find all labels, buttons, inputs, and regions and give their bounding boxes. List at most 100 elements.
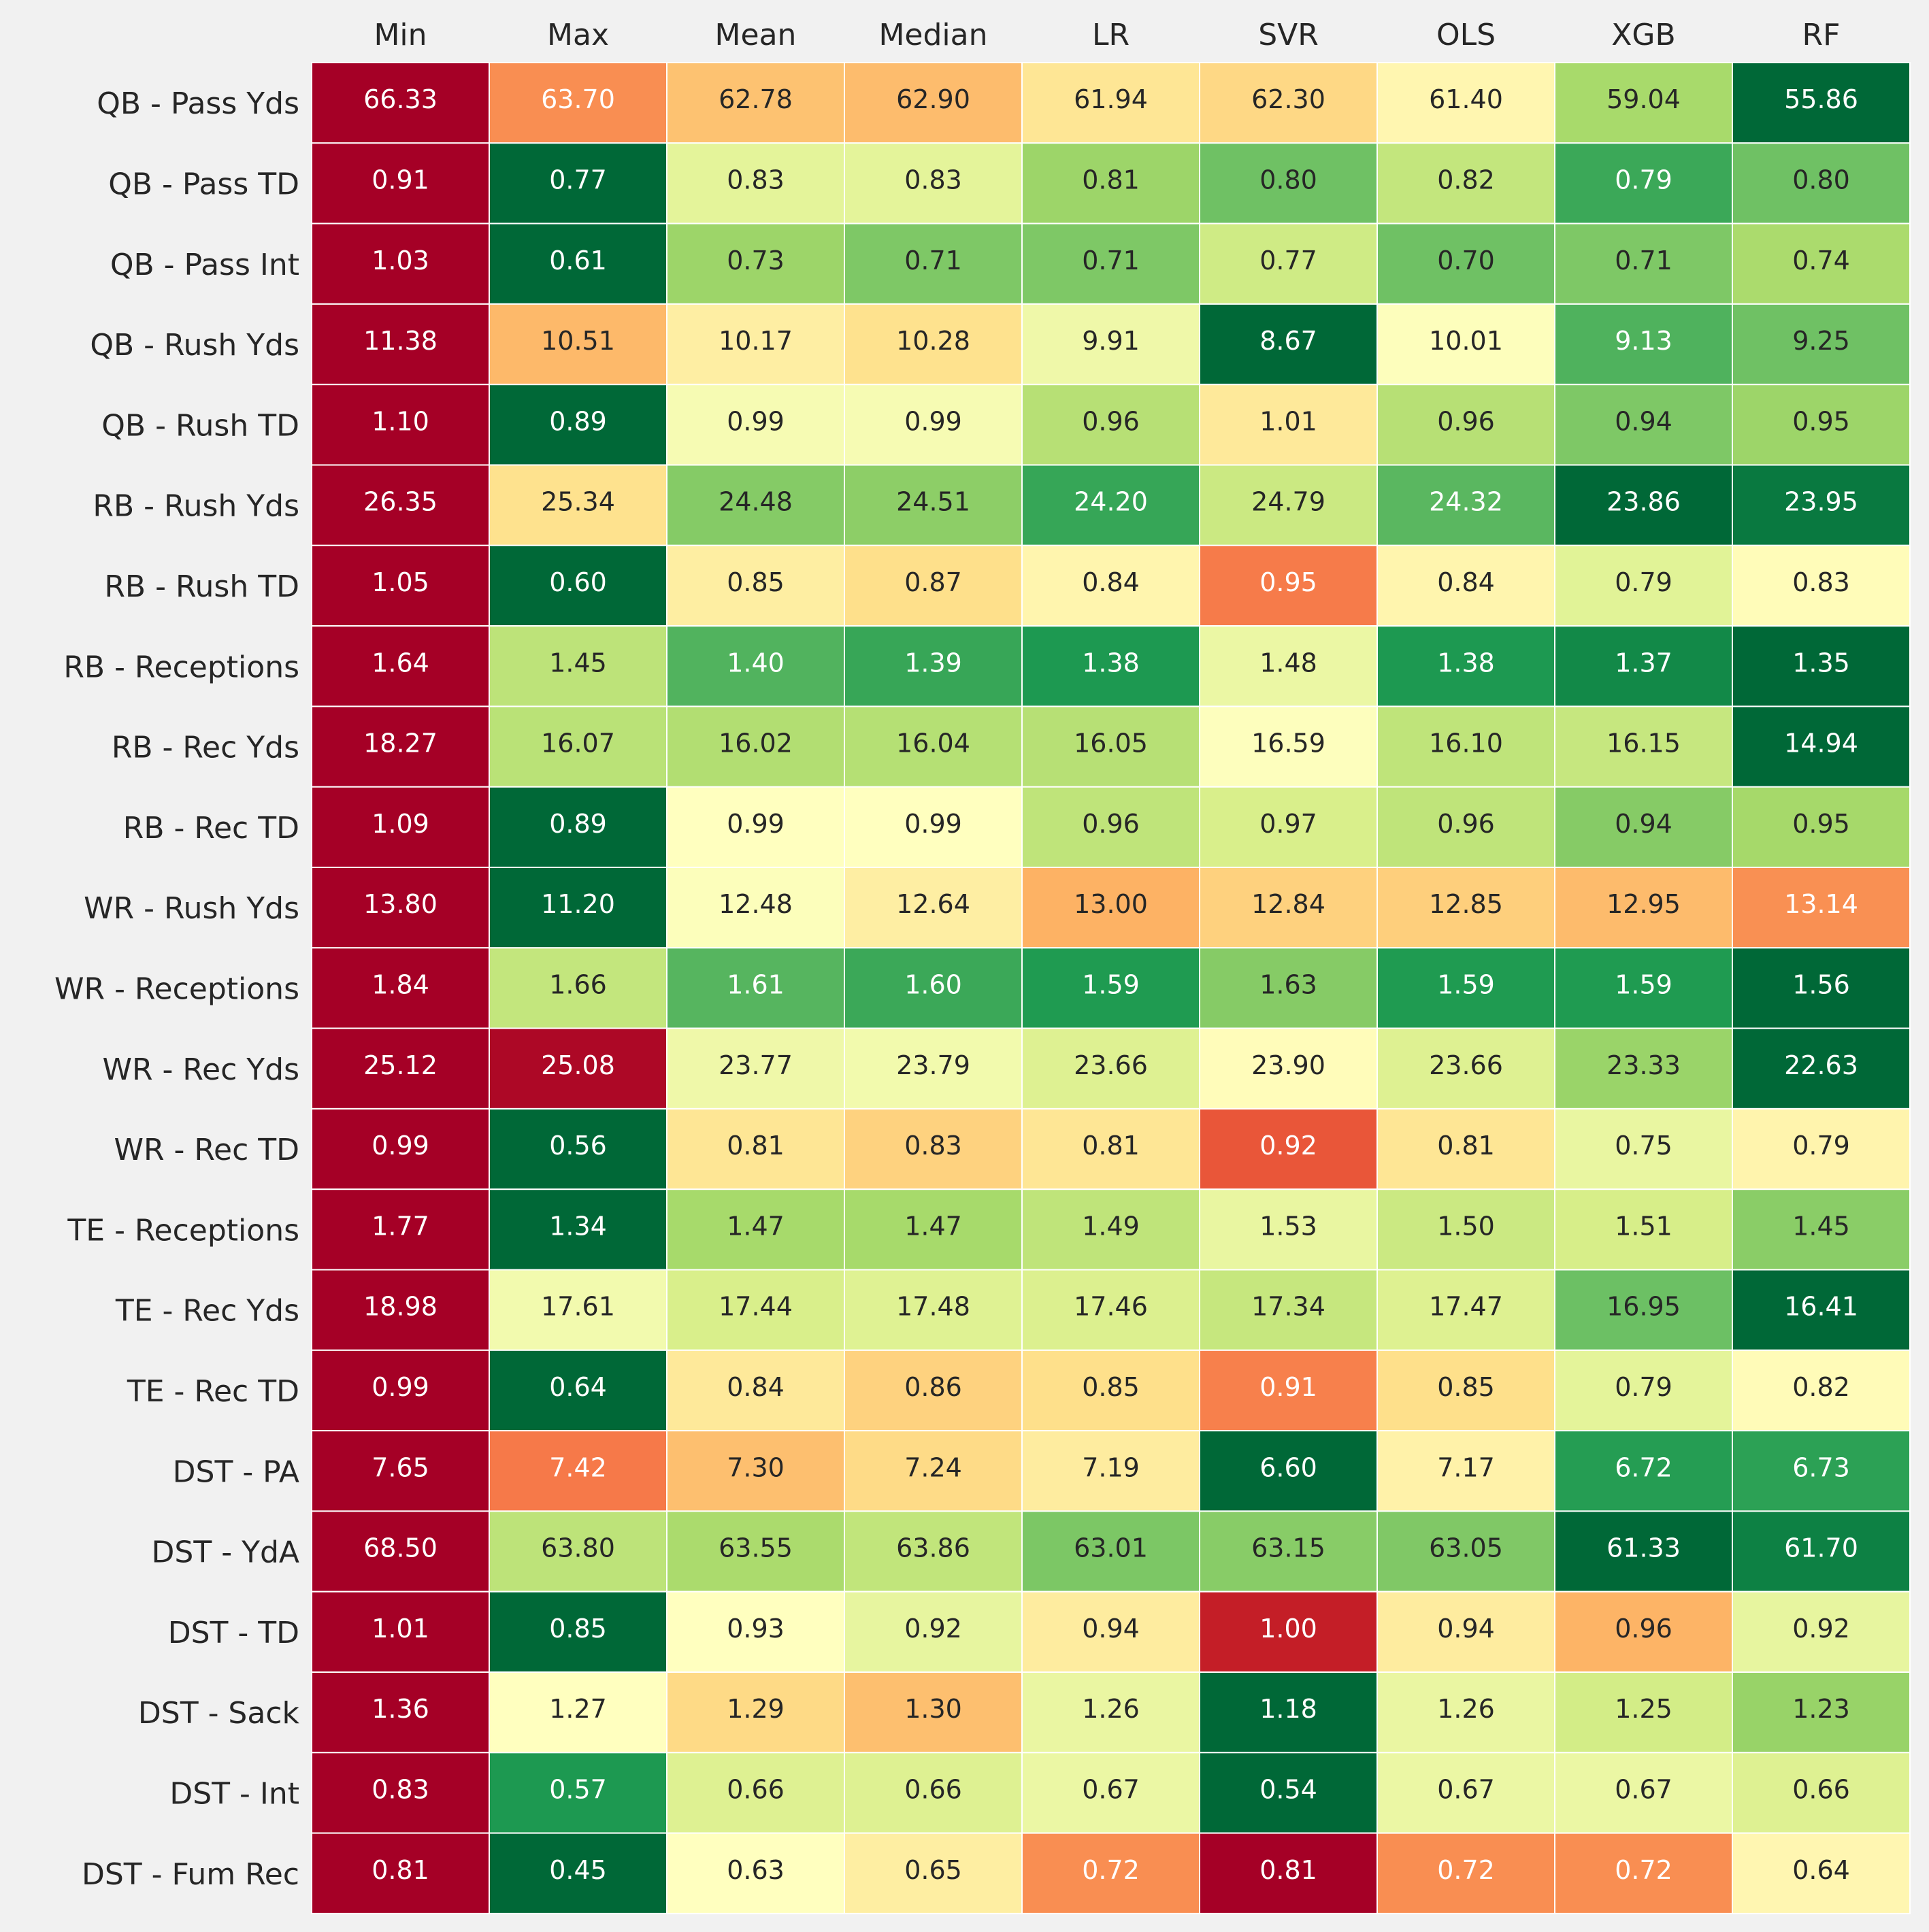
- heatmap-cell: [1732, 1430, 1911, 1512]
- heatmap-cell: [1199, 705, 1378, 788]
- heatmap-cell: [666, 1269, 845, 1351]
- heatmap-cell: [666, 1349, 845, 1432]
- cell-value-label: 12.84: [1251, 889, 1325, 919]
- cell-value-label: 24.48: [719, 487, 793, 517]
- cell-value-label: 0.64: [549, 1372, 607, 1402]
- heatmap-cell: [844, 1832, 1023, 1914]
- cell-value-label: 0.94: [1615, 809, 1672, 839]
- heatmap-cell: [489, 1510, 667, 1593]
- heatmap-cell: [1554, 1832, 1733, 1914]
- cell-value-label: 23.77: [719, 1050, 793, 1080]
- cell-value-label: 22.63: [1784, 1050, 1858, 1080]
- heatmap-cell: [844, 464, 1023, 546]
- heatmap-cell: [844, 1430, 1023, 1512]
- heatmap-cell: [1732, 1510, 1911, 1593]
- heatmap-cell: [1376, 303, 1555, 386]
- cell-value-label: 17.44: [719, 1292, 793, 1322]
- heatmap-cell: [1554, 1430, 1733, 1512]
- heatmap-cell: [1554, 544, 1733, 627]
- cell-value-label: 7.17: [1437, 1452, 1495, 1482]
- heatmap-cell: [844, 1510, 1023, 1593]
- cell-value-label: 25.12: [363, 1050, 438, 1080]
- cell-value-label: 1.40: [727, 648, 785, 678]
- heatmap-cell: [1732, 303, 1911, 386]
- heatmap-cell: [844, 1188, 1023, 1271]
- cell-value-label: 11.20: [541, 889, 615, 919]
- cell-value-label: 0.73: [727, 246, 785, 276]
- cell-value-label: 25.08: [541, 1050, 615, 1080]
- cell-value-label: 0.84: [1437, 567, 1495, 597]
- cell-value-label: 0.99: [727, 406, 785, 436]
- heatmap-cell: [1199, 222, 1378, 305]
- cell-value-label: 9.25: [1792, 326, 1850, 356]
- cell-value-label: 17.46: [1074, 1292, 1148, 1322]
- row-label-rb-rec-td: RB - Rec TD: [123, 811, 299, 846]
- cell-value-label: 63.70: [541, 84, 615, 114]
- cell-value-label: 24.51: [896, 487, 970, 517]
- cell-value-label: 24.79: [1251, 487, 1325, 517]
- heatmap-cell: [666, 1107, 845, 1190]
- cell-value-label: 0.63: [727, 1855, 785, 1885]
- heatmap-cell: [666, 384, 845, 466]
- row-label-wr-rec-td: WR - Rec TD: [114, 1133, 299, 1167]
- heatmap-cell: [489, 464, 667, 546]
- heatmap-cell: [1732, 1107, 1911, 1190]
- heatmap-cell: [311, 786, 490, 868]
- cell-value-label: 1.59: [1615, 969, 1672, 999]
- cell-value-label: 0.79: [1615, 1372, 1672, 1402]
- row-label-rb-rush-td: RB - Rush TD: [104, 569, 299, 604]
- cell-value-label: 12.95: [1606, 889, 1681, 919]
- cell-value-label: 1.03: [372, 246, 429, 276]
- cell-value-label: 0.96: [1082, 809, 1140, 839]
- cell-value-label: 0.45: [549, 1855, 607, 1885]
- heatmap-cell: [666, 705, 845, 788]
- heatmap-cell: [1376, 464, 1555, 546]
- heatmap-cell: [489, 1671, 667, 1754]
- cell-value-label: 16.59: [1251, 729, 1325, 759]
- row-label-te-receptions: TE - Receptions: [67, 1213, 299, 1248]
- column-label-xgb: XGB: [1611, 18, 1675, 52]
- heatmap-cell: [1732, 384, 1911, 466]
- cell-value-label: 0.95: [1792, 809, 1850, 839]
- heatmap-cell: [1199, 1671, 1378, 1754]
- heatmap-cell: [666, 1027, 845, 1110]
- heatmap-cell: [1732, 1671, 1911, 1754]
- column-label-min: Min: [374, 18, 427, 52]
- heatmap-cell: [1376, 947, 1555, 1029]
- cell-value-label: 12.48: [719, 889, 793, 919]
- cell-value-label: 0.86: [904, 1372, 962, 1402]
- column-label-median: Median: [878, 18, 987, 52]
- cell-value-label: 6.73: [1792, 1452, 1850, 1482]
- cell-value-label: 0.91: [372, 165, 429, 195]
- heatmap-cell: [844, 142, 1023, 224]
- cell-value-label: 0.85: [1437, 1372, 1495, 1402]
- row-label-wr-receptions: WR - Receptions: [54, 971, 299, 1006]
- cell-value-label: 0.84: [727, 1372, 785, 1402]
- cell-value-label: 1.18: [1259, 1694, 1317, 1724]
- cell-value-label: 0.56: [549, 1131, 607, 1161]
- cell-value-label: 23.33: [1606, 1050, 1681, 1080]
- cell-value-label: 1.38: [1082, 648, 1140, 678]
- heatmap-cell: [1554, 1107, 1733, 1190]
- heatmap-cell: [311, 1752, 490, 1834]
- cell-value-label: 10.28: [896, 326, 970, 356]
- cell-value-label: 61.40: [1429, 84, 1503, 114]
- cell-value-label: 17.34: [1251, 1292, 1325, 1322]
- heatmap-cell: [311, 1510, 490, 1593]
- cell-value-label: 11.38: [363, 326, 438, 356]
- cell-value-label: 9.91: [1082, 326, 1140, 356]
- cell-value-label: 1.56: [1792, 969, 1850, 999]
- cell-value-label: 0.94: [1437, 1614, 1495, 1644]
- cell-value-label: 0.85: [549, 1614, 607, 1644]
- cell-value-label: 24.32: [1429, 487, 1503, 517]
- cell-value-label: 16.41: [1784, 1292, 1858, 1322]
- heatmap-cell: [311, 464, 490, 546]
- cell-value-label: 1.51: [1615, 1211, 1672, 1241]
- heatmap-cell: [1554, 1269, 1733, 1351]
- heatmap-cell: [1021, 1590, 1200, 1673]
- heatmap-cell: [844, 1269, 1023, 1351]
- heatmap-cell: [1732, 1832, 1911, 1914]
- cell-value-label: 0.94: [1615, 406, 1672, 436]
- heatmap-cell: [1554, 222, 1733, 305]
